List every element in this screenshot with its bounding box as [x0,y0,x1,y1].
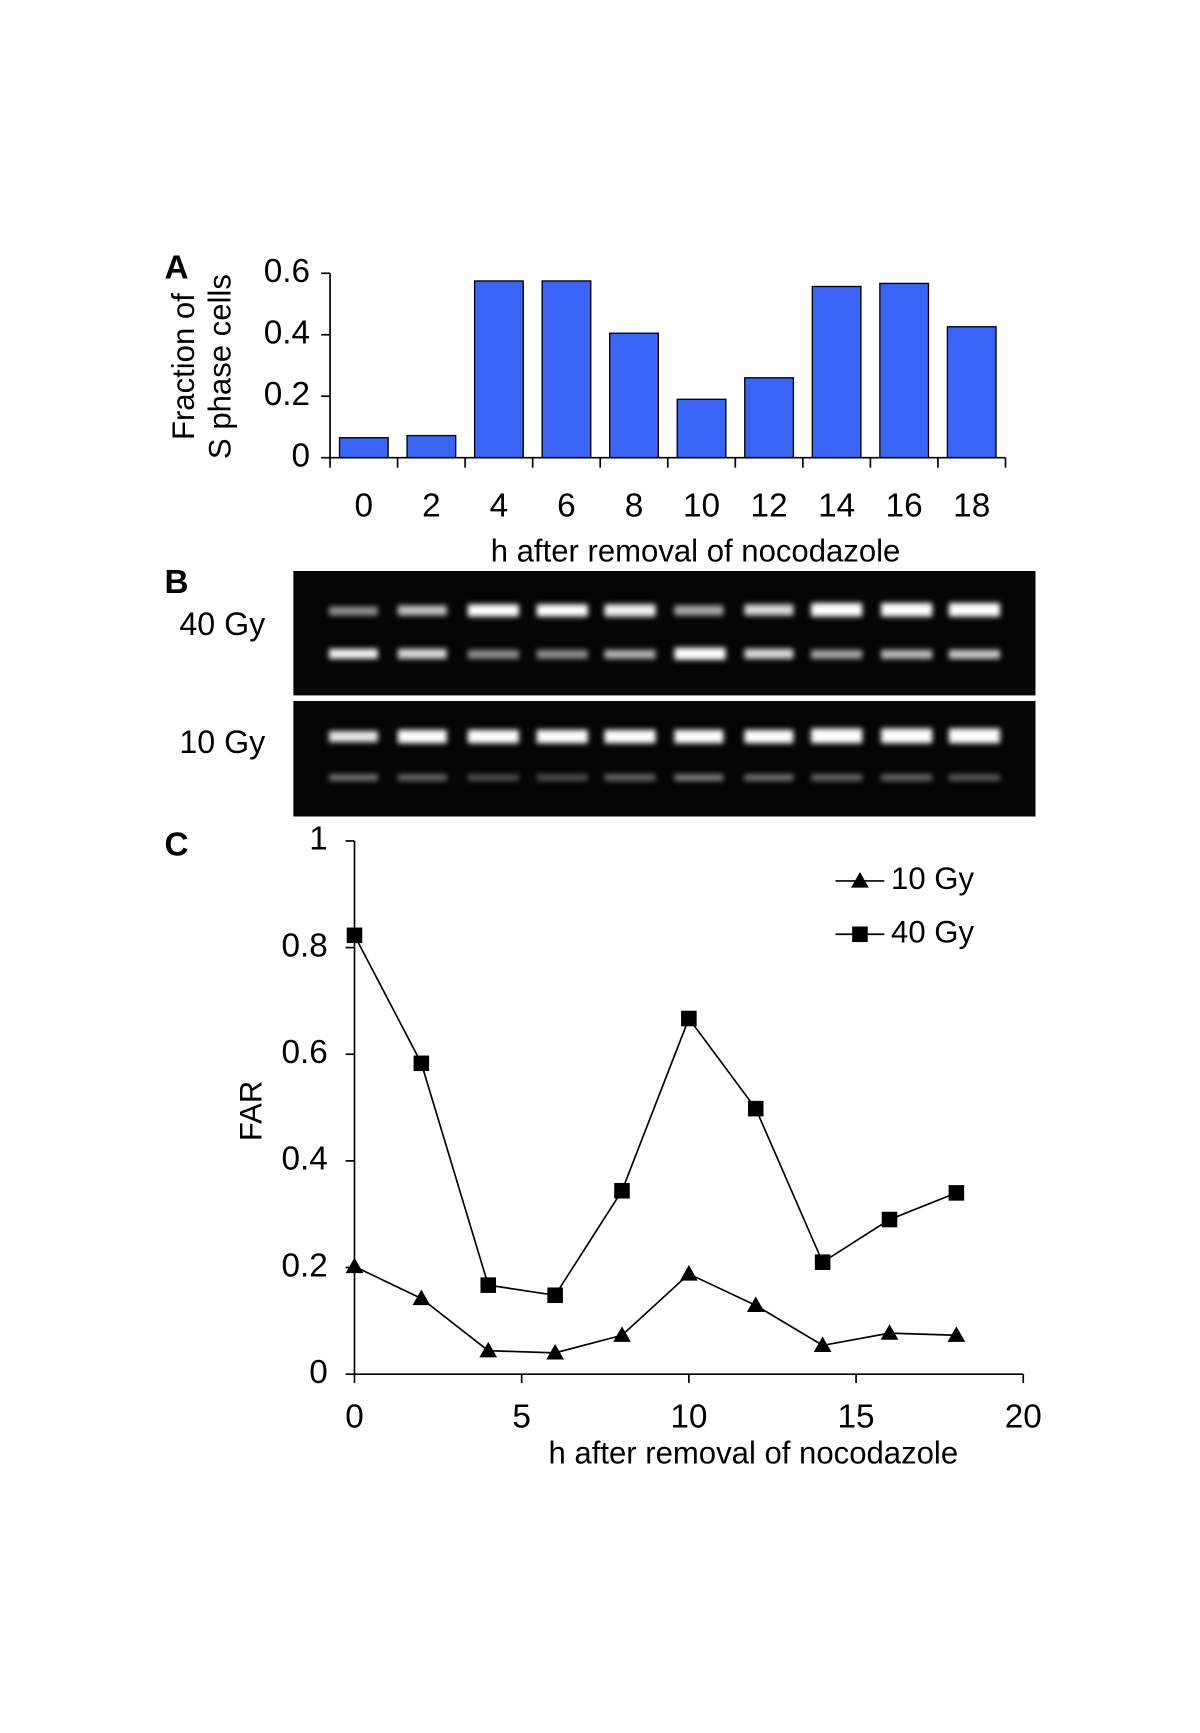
y-tick-label: 0 [309,1354,328,1391]
x-tick-label: 6 [557,487,576,524]
marker [681,1010,697,1027]
y-tick-label: 0 [292,437,311,474]
gel-image [293,571,1036,817]
series-line [354,1265,957,1354]
legend-label: 10 Gy [891,861,974,896]
marker [881,1211,898,1228]
bar [473,280,524,459]
marker [480,1277,497,1293]
bar [541,280,592,459]
marker [479,1341,498,1358]
bar [676,398,727,459]
y-tick-label: 0.8 [282,927,328,964]
bar [338,437,389,459]
marker [746,1296,765,1313]
panel-letter: C [165,826,189,863]
x-tick-label: 2 [422,487,441,524]
marker [747,1100,764,1117]
marker [613,1326,631,1342]
x-tick-label: 10 [683,487,720,524]
x-tick-label: 15 [838,1398,875,1435]
bar [946,326,997,459]
gel-panel [293,571,1036,696]
y-tick-label: 0.6 [264,253,310,290]
series-line [353,934,957,1297]
x-tick-label: 10 [670,1398,707,1435]
marker [880,1324,899,1340]
y-tick-label: 0.4 [282,1141,328,1178]
bar [744,377,795,459]
bar [811,285,862,459]
marker [813,1336,832,1353]
legend-label: 40 Gy [891,914,974,949]
x-axis-label: h after removal of nocodazole [491,533,901,568]
y-tick-label: 0.2 [264,376,310,413]
x-tick-label: 12 [751,487,788,524]
y-axis-label: Fraction of [166,293,201,440]
x-tick-label: 0 [345,1398,364,1435]
x-tick-label: 20 [1005,1398,1042,1435]
y-axis-label: S phase cells [203,274,238,459]
panel-letter: B [165,564,189,601]
marker [814,1254,831,1270]
marker [948,1185,965,1201]
marker [547,1287,563,1304]
bar [406,434,457,459]
marker [413,1055,430,1072]
bar [609,332,659,459]
y-axis-label: FAR [234,1081,269,1141]
marker [679,1265,698,1281]
y-tick-label: 0.4 [264,315,310,352]
x-axis-label: h after removal of nocodazole [548,1435,958,1470]
marker [947,1326,966,1342]
gel-panel [293,700,1036,817]
gel-bands [328,603,1000,781]
x-tick-label: 18 [953,487,990,524]
marker [346,927,363,944]
bar [879,282,930,459]
gel-row-label: 10 Gy [179,724,266,760]
x-tick-label: 16 [886,487,923,524]
marker [412,1289,431,1306]
x-tick-label: 0 [355,487,374,524]
legend-marker [851,872,869,888]
y-tick-label: 0.2 [282,1247,328,1284]
x-tick-label: 5 [512,1398,531,1435]
panel-letter: A [165,250,189,287]
x-tick-label: 8 [625,487,644,524]
y-tick-label: 0.6 [282,1034,328,1071]
marker [546,1343,565,1360]
y-tick-label: 1 [309,821,328,858]
marker [614,1182,630,1199]
x-tick-label: 14 [818,487,855,524]
gel-row-label: 40 Gy [179,606,266,642]
legend-marker [852,926,868,943]
marker [345,1257,364,1274]
x-tick-label: 4 [490,487,509,524]
